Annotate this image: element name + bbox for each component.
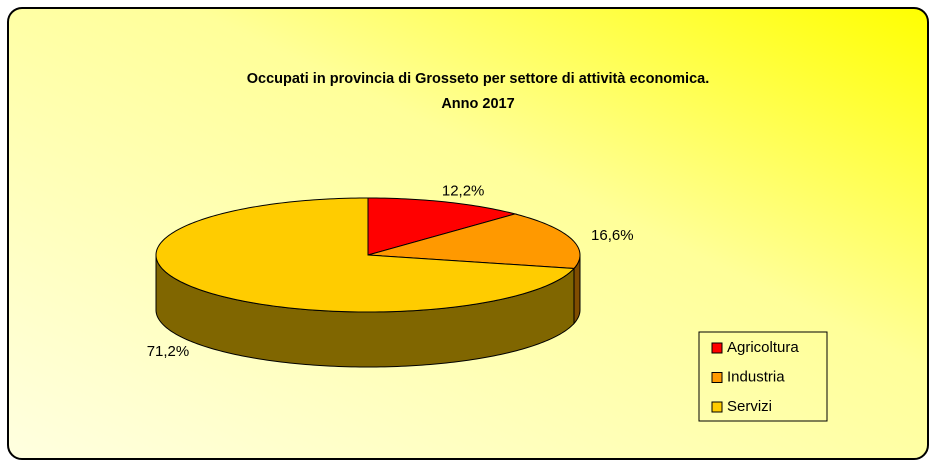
data-label: 71,2% xyxy=(147,343,190,360)
legend-label: Industria xyxy=(727,368,785,385)
legend-swatch xyxy=(711,401,723,413)
legend-swatch xyxy=(711,372,723,383)
legend-label: Agricoltura xyxy=(727,339,799,356)
chart-title: Occupati in provincia di Grosseto per se… xyxy=(247,71,710,87)
data-label: 12,2% xyxy=(442,183,485,200)
legend-label: Servizi xyxy=(727,398,772,415)
legend-box xyxy=(698,331,828,422)
slice xyxy=(367,197,517,256)
data-label: 16,6% xyxy=(591,227,634,244)
slice xyxy=(155,197,576,313)
legend-swatch xyxy=(711,342,723,354)
slice xyxy=(367,213,581,269)
chart-subtitle: Anno 2017 xyxy=(441,96,514,112)
